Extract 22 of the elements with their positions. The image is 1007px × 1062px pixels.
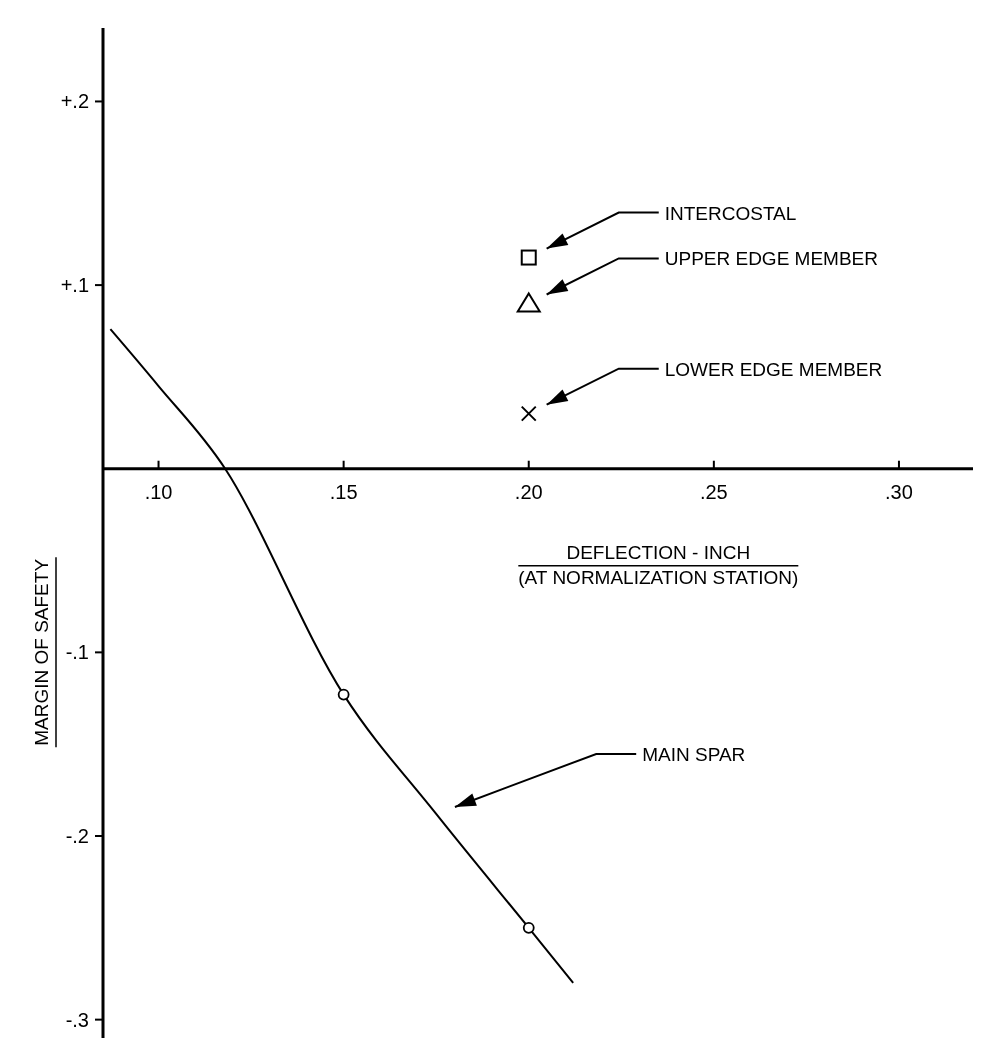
x-tick-label: .15 — [329, 480, 358, 503]
x-tick-label: .20 — [514, 480, 543, 503]
y-tick-label: -.1 — [65, 641, 89, 664]
x-tick-label: .25 — [699, 480, 728, 503]
y-tick-label: -.2 — [65, 825, 89, 847]
text: INTERCOSTAL — [664, 202, 797, 224]
y-tick-label: -.3 — [65, 1008, 89, 1031]
y-axis-title: MARGIN OF SAFETY — [31, 558, 52, 746]
point — [516, 292, 541, 313]
point — [337, 688, 350, 701]
point — [520, 249, 537, 266]
x-tick-label: .30 — [885, 480, 913, 503]
text: MAIN SPAR — [642, 743, 746, 765]
point — [520, 405, 537, 422]
y-tick-label: +.2 — [60, 90, 89, 113]
x-axis-title: DEFLECTION - INCH — [566, 541, 751, 563]
text: UPPER EDGE MEMBER — [664, 248, 879, 270]
y-tick-label: +.1 — [60, 274, 89, 297]
x-tick-label: .10 — [144, 480, 173, 503]
point — [522, 921, 535, 934]
annotation: (AT NORMALIZATION STATION) — [518, 566, 799, 588]
text: LOWER EDGE MEMBER — [664, 358, 883, 380]
